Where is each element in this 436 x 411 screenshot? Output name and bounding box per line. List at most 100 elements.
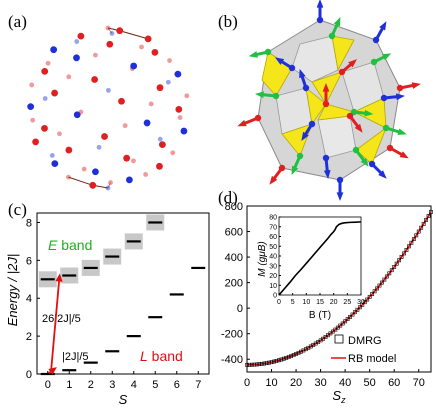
spin-arrow-head bbox=[237, 119, 247, 127]
red-atom bbox=[148, 101, 154, 107]
x-tick-label: 1 bbox=[66, 379, 72, 391]
red-atom bbox=[66, 74, 72, 80]
inset-x-tick-label: 5 bbox=[291, 299, 295, 306]
inset-ylabel: M (gμB) bbox=[257, 241, 268, 276]
chart-d-series bbox=[245, 209, 433, 367]
legend-label-dmrg: DMRG bbox=[348, 335, 382, 347]
dmrg-point bbox=[340, 321, 345, 326]
spin-site bbox=[288, 64, 296, 72]
dmrg-point bbox=[382, 277, 387, 282]
red-atom bbox=[105, 25, 111, 31]
dmrg-point bbox=[421, 221, 426, 226]
spin-site bbox=[296, 152, 304, 160]
blue-atom bbox=[180, 127, 188, 135]
red-atom bbox=[51, 89, 59, 97]
inset-x-tick-label: 25 bbox=[343, 299, 351, 306]
e-band-letter: E bbox=[48, 237, 58, 253]
gap-annotation-1: |2J|/5 bbox=[62, 351, 89, 363]
bond bbox=[68, 176, 93, 186]
dmrg-point bbox=[245, 362, 249, 367]
spin-site bbox=[336, 176, 344, 184]
spin-arrow-head bbox=[399, 151, 409, 159]
dmrg-point bbox=[333, 327, 338, 332]
red-atom bbox=[158, 141, 166, 149]
spin-site bbox=[382, 124, 390, 132]
legend-label-rb: RB model bbox=[348, 353, 396, 365]
red-atom bbox=[108, 180, 113, 185]
bond bbox=[107, 27, 113, 34]
dmrg-point bbox=[387, 271, 392, 276]
dmrg-point bbox=[419, 225, 424, 230]
spin-arrow-head bbox=[322, 83, 330, 92]
inset-curve bbox=[278, 221, 362, 296]
gap-arrows bbox=[48, 273, 63, 375]
x-tick-label: 4 bbox=[131, 379, 137, 391]
x-tick-label: 0 bbox=[45, 379, 51, 391]
dmrg-point bbox=[362, 300, 367, 305]
y-tick-label: 2 bbox=[26, 331, 32, 343]
y-tick-label: 200 bbox=[225, 278, 243, 290]
spin-site bbox=[380, 94, 388, 102]
dmrg-point bbox=[335, 325, 340, 330]
dmrg-point bbox=[375, 286, 379, 291]
blue-atom bbox=[51, 160, 59, 167]
red-atom bbox=[57, 131, 62, 137]
dmrg-point bbox=[404, 248, 409, 252]
x-tick-label: 50 bbox=[364, 377, 376, 389]
red-atom bbox=[106, 40, 114, 48]
inset-y-tick-label: 0 bbox=[273, 293, 277, 300]
energy-level-chart: 0 1 2 3 4 5 6 7 0 2 4 6 8 E band L band 26|2J|/5 |2J… bbox=[5, 212, 210, 407]
dmrg-point bbox=[274, 359, 279, 363]
dmrg-point bbox=[281, 356, 286, 361]
blue-atom bbox=[125, 176, 133, 184]
spin-site bbox=[254, 114, 262, 122]
spin-arrow-head bbox=[354, 123, 363, 133]
y-tick-label: -200 bbox=[221, 329, 243, 341]
spin-arrow-head bbox=[323, 169, 331, 179]
panel-d-label: (d) bbox=[218, 188, 238, 207]
dmrg-point bbox=[411, 237, 416, 241]
dmrg-point bbox=[247, 362, 252, 367]
y-tick-label: 6 bbox=[26, 255, 32, 267]
red-atom bbox=[143, 172, 148, 177]
gap-arrow-shaft bbox=[50, 275, 61, 373]
inset-y-tick-label: 70 bbox=[269, 224, 277, 231]
x-tick-label: 2 bbox=[88, 379, 94, 391]
y-tick-label: 0 bbox=[237, 303, 243, 315]
dmrg-point bbox=[257, 362, 262, 367]
red-atom bbox=[30, 117, 36, 123]
e-band-label: E band bbox=[48, 237, 92, 253]
dmrg-point bbox=[289, 354, 294, 358]
inset-x-tick-label: 0 bbox=[277, 299, 281, 306]
x-tick-label: 40 bbox=[339, 377, 351, 389]
blue-atom bbox=[165, 79, 171, 85]
blue-atom bbox=[92, 168, 99, 176]
blue-atom bbox=[96, 144, 102, 150]
spin-arrow-head bbox=[395, 93, 405, 101]
gap-annotation-26: 26|2J|/5 bbox=[42, 313, 81, 325]
spin-arrow-head bbox=[397, 128, 407, 135]
dmrg-point bbox=[372, 289, 377, 294]
blue-atom bbox=[157, 136, 163, 142]
dmrg-point bbox=[254, 362, 259, 367]
dmrg-point bbox=[301, 348, 306, 353]
dmrg-point bbox=[399, 254, 404, 259]
l-band-letter: L bbox=[140, 348, 148, 364]
inset-y-tick-label: 40 bbox=[269, 254, 277, 261]
blue-atom bbox=[105, 87, 111, 93]
red-atom bbox=[167, 58, 172, 63]
red-atom bbox=[78, 109, 84, 115]
polyhedron-triangle-face bbox=[305, 87, 327, 126]
dmrg-point bbox=[264, 361, 269, 366]
dmrg-point bbox=[367, 294, 372, 299]
spin-site bbox=[338, 68, 346, 76]
x-tick-label: 5 bbox=[152, 379, 158, 391]
red-atom bbox=[177, 115, 183, 120]
polyhedron-face bbox=[291, 35, 339, 83]
red-atom bbox=[45, 60, 51, 66]
dmrg-point bbox=[384, 274, 389, 279]
spin-site bbox=[370, 58, 378, 66]
spin-arrow-head bbox=[248, 51, 258, 58]
